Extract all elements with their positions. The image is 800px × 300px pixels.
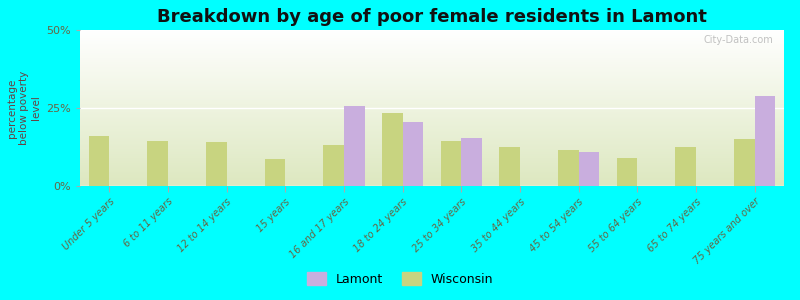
Legend: Lamont, Wisconsin: Lamont, Wisconsin [302,267,498,291]
Bar [578,152,599,186]
Text: City-Data.com: City-Data.com [704,35,774,45]
Bar [441,141,462,186]
Y-axis label: percentage
below poverty
level: percentage below poverty level [7,71,41,145]
Bar [499,147,520,186]
Bar [323,146,344,186]
Bar [754,95,775,186]
Bar [734,139,754,186]
Bar [617,158,638,186]
Bar [147,141,168,186]
Bar [402,122,423,186]
Bar [265,160,286,186]
Bar [558,150,578,186]
Bar [675,147,696,186]
Title: Breakdown by age of poor female residents in Lamont: Breakdown by age of poor female resident… [157,8,707,26]
Bar [344,106,365,186]
Bar [382,113,402,186]
Bar [462,138,482,186]
Bar [89,136,110,186]
Bar [206,142,226,186]
